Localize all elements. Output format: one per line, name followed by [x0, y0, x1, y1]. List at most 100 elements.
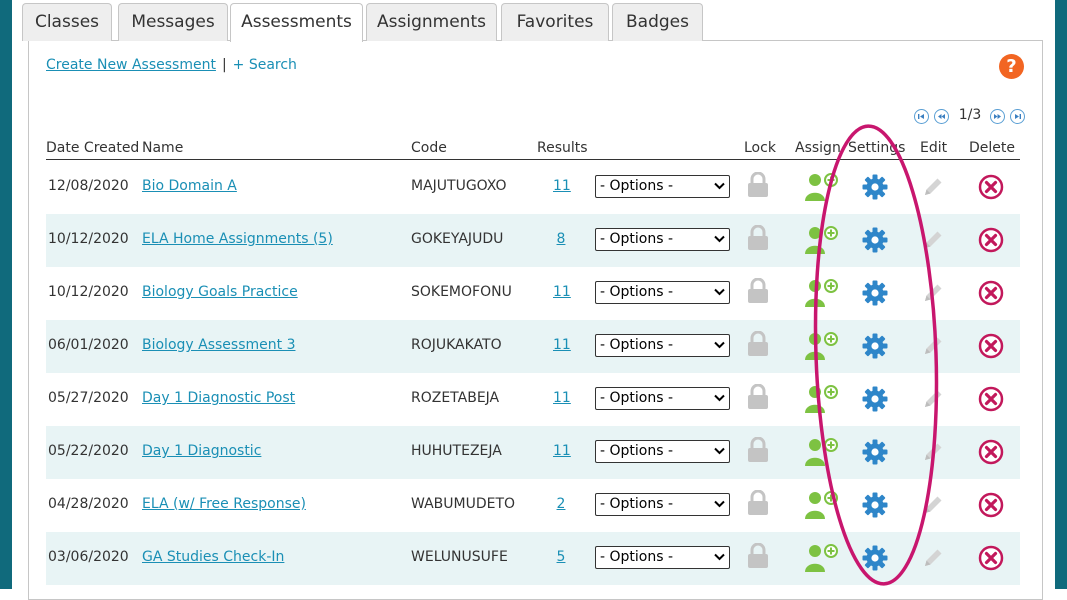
column-code[interactable]: Code [411, 140, 447, 156]
delete-icon[interactable] [978, 545, 1004, 575]
delete-icon[interactable] [978, 492, 1004, 522]
assessment-name-link-text[interactable]: GA Studies Check-In [142, 549, 285, 565]
lock-icon[interactable] [746, 224, 770, 255]
gear-icon[interactable] [862, 174, 888, 204]
assessment-name-link-text[interactable]: Biology Assessment 3 [142, 337, 296, 353]
delete-icon[interactable] [978, 333, 1004, 363]
assessment-name-link-text[interactable]: Bio Domain A [142, 178, 237, 194]
previous-page-icon[interactable] [934, 109, 949, 124]
pencil-icon[interactable] [921, 440, 945, 468]
results-link-text[interactable]: 2 [556, 496, 566, 512]
tab-badges[interactable]: Badges [612, 3, 703, 41]
results-link[interactable]: 11 [553, 284, 571, 300]
gear-icon[interactable] [862, 227, 888, 257]
options-dropdown-value: - Options - [600, 496, 674, 512]
gear-icon[interactable] [862, 280, 888, 310]
options-dropdown[interactable]: - Options - [595, 546, 730, 569]
gear-icon[interactable] [862, 439, 888, 469]
tab-messages[interactable]: Messages [118, 3, 228, 41]
code-cell: HUHUTEZEJA [411, 443, 502, 459]
assessment-name-link-text[interactable]: Biology Goals Practice [142, 284, 298, 300]
options-dropdown[interactable]: - Options - [595, 228, 730, 251]
assessment-name-link[interactable]: Biology Assessment 3 [142, 337, 295, 353]
column-results[interactable]: Results [537, 140, 588, 156]
assessment-name-link[interactable]: Day 1 Diagnostic [142, 443, 261, 459]
pencil-icon[interactable] [921, 281, 945, 309]
delete-icon[interactable] [978, 280, 1004, 310]
options-dropdown[interactable]: - Options - [595, 281, 730, 304]
tab-favorites[interactable]: Favorites [501, 3, 609, 41]
assessment-name-link[interactable]: GA Studies Check-In [142, 549, 284, 565]
options-dropdown[interactable]: - Options - [595, 175, 730, 198]
question-icon[interactable]: ? [999, 54, 1024, 79]
results-link-text[interactable]: 5 [556, 549, 566, 565]
lock-icon[interactable] [746, 277, 770, 308]
pencil-icon[interactable] [921, 175, 945, 203]
assign-user-icon[interactable] [804, 332, 838, 364]
tab-classes[interactable]: Classes [22, 3, 112, 41]
assign-user-icon[interactable] [804, 544, 838, 576]
results-link-text[interactable]: 11 [553, 443, 571, 459]
pencil-icon[interactable] [921, 493, 945, 521]
results-link[interactable]: 5 [553, 549, 569, 565]
first-page-icon[interactable] [914, 109, 929, 124]
assign-user-icon[interactable] [804, 279, 838, 311]
results-link[interactable]: 11 [553, 443, 571, 459]
options-dropdown[interactable]: - Options - [595, 334, 730, 357]
gear-icon[interactable] [862, 386, 888, 416]
assign-user-icon[interactable] [804, 491, 838, 523]
assessment-name-link-text[interactable]: ELA Home Assignments (5) [142, 231, 333, 247]
next-page-icon[interactable] [990, 109, 1005, 124]
tab-assessments[interactable]: Assessments [230, 3, 363, 42]
lock-icon[interactable] [746, 542, 770, 573]
date-created-cell: 06/01/2020 [48, 337, 129, 353]
assessment-name-link-text[interactable]: ELA (w/ Free Response) [142, 496, 306, 512]
delete-icon[interactable] [978, 386, 1004, 416]
results-link-text[interactable]: 11 [553, 178, 571, 194]
last-page-icon[interactable] [1010, 109, 1025, 124]
results-link-text[interactable]: 8 [556, 231, 566, 247]
gear-icon[interactable] [862, 545, 888, 575]
assign-user-icon[interactable] [804, 438, 838, 470]
results-link-text[interactable]: 11 [553, 390, 571, 406]
options-dropdown[interactable]: - Options - [595, 493, 730, 516]
pencil-icon[interactable] [921, 387, 945, 415]
results-link-text[interactable]: 11 [553, 337, 571, 353]
gear-icon[interactable] [862, 492, 888, 522]
pencil-icon[interactable] [921, 546, 945, 574]
options-dropdown[interactable]: - Options - [595, 387, 730, 410]
lock-icon[interactable] [746, 330, 770, 361]
pencil-icon[interactable] [921, 228, 945, 256]
lock-icon[interactable] [746, 171, 770, 202]
search-link[interactable]: + Search [232, 57, 297, 73]
assessment-name-link[interactable]: ELA Home Assignments (5) [142, 231, 333, 247]
results-link[interactable]: 8 [553, 231, 569, 247]
lock-icon[interactable] [746, 489, 770, 520]
results-link[interactable]: 11 [553, 337, 571, 353]
results-link-text[interactable]: 11 [553, 284, 571, 300]
assessment-name-link[interactable]: Bio Domain A [142, 178, 237, 194]
results-link[interactable]: 11 [553, 390, 571, 406]
assign-user-icon[interactable] [804, 226, 838, 258]
pencil-icon[interactable] [921, 334, 945, 362]
delete-icon[interactable] [978, 439, 1004, 469]
assessment-name-link-text[interactable]: Day 1 Diagnostic [142, 443, 262, 459]
assessment-name-link[interactable]: Day 1 Diagnostic Post [142, 390, 295, 406]
delete-icon[interactable] [978, 174, 1004, 204]
create-new-assessment-link[interactable]: Create New Assessment [46, 57, 216, 73]
results-link[interactable]: 2 [553, 496, 569, 512]
assessment-name-link[interactable]: ELA (w/ Free Response) [142, 496, 306, 512]
delete-icon[interactable] [978, 227, 1004, 257]
options-dropdown[interactable]: - Options - [595, 440, 730, 463]
assessment-name-link[interactable]: Biology Goals Practice [142, 284, 298, 300]
tab-assignments[interactable]: Assignments [366, 3, 497, 41]
lock-icon[interactable] [746, 383, 770, 414]
assessment-name-link-text[interactable]: Day 1 Diagnostic Post [142, 390, 296, 406]
column-name[interactable]: Name [142, 140, 184, 156]
column-date-created[interactable]: Date Created [46, 140, 140, 156]
results-link[interactable]: 11 [553, 178, 571, 194]
gear-icon[interactable] [862, 333, 888, 363]
assign-user-icon[interactable] [804, 385, 838, 417]
assign-user-icon[interactable] [804, 173, 838, 205]
lock-icon[interactable] [746, 436, 770, 467]
